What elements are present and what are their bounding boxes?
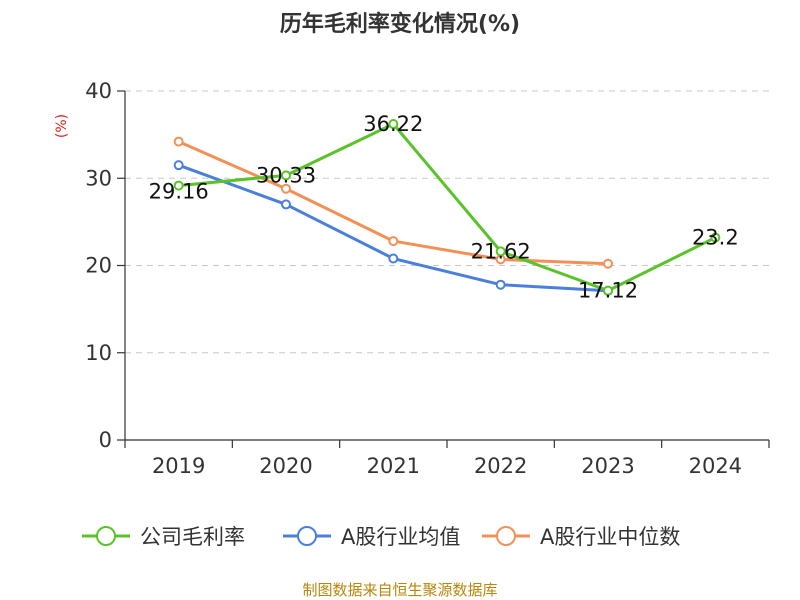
data-point[interactable]	[495, 246, 506, 257]
legend-marker-icon	[297, 526, 317, 546]
x-tick-label: 2022	[474, 454, 527, 478]
legend-marker-icon	[96, 526, 116, 546]
legend-marker-icon	[496, 526, 516, 546]
legend-label: A股行业中位数	[540, 525, 680, 549]
data-point[interactable]	[281, 170, 291, 181]
data-label: 36.22	[363, 112, 423, 136]
data-labels: 29.16 30.33 36.22 21.62 17.12 23.2	[149, 112, 739, 303]
x-tick-labels: 2019 2020 2021 2022 2023 2024	[152, 454, 742, 478]
y-tick-label: 40	[85, 79, 112, 103]
data-point[interactable]	[388, 236, 399, 247]
data-point[interactable]	[710, 232, 721, 243]
x-tick-label: 2023	[581, 454, 634, 478]
chart-title: 历年毛利率变化情况(%)	[280, 11, 520, 37]
data-point[interactable]	[495, 279, 506, 290]
x-tick-label: 2024	[689, 454, 742, 478]
legend-item[interactable]: A股行业中位数	[482, 525, 680, 549]
data-point[interactable]	[281, 199, 291, 210]
y-tick-label: 20	[85, 254, 112, 278]
data-point[interactable]	[173, 180, 184, 191]
source-note: 制图数据来自恒生聚源数据库	[302, 581, 497, 599]
series-points	[173, 118, 721, 296]
data-point[interactable]	[173, 136, 184, 147]
x-tick-label: 2020	[259, 454, 312, 478]
data-point[interactable]	[173, 160, 184, 171]
x-tick-label: 2019	[152, 454, 205, 478]
y-axis-label: (%)	[54, 114, 70, 138]
legend-label: A股行业均值	[341, 525, 460, 549]
y-tick-label: 0	[99, 428, 112, 452]
legend-item[interactable]: A股行业均值	[283, 525, 460, 549]
series-line-1	[178, 163, 609, 293]
legend-item[interactable]: 公司毛利率	[82, 525, 245, 549]
data-label: 29.16	[149, 180, 209, 204]
data-label: 30.33	[256, 163, 316, 187]
y-tick-label: 30	[85, 166, 112, 190]
data-point[interactable]	[603, 258, 613, 269]
data-label: 21.62	[471, 239, 531, 263]
axes	[117, 90, 770, 448]
data-label: 17.12	[578, 279, 638, 303]
series-line-0	[178, 122, 716, 293]
y-tick-labels: 0 10 20 30 40	[85, 79, 112, 452]
legend[interactable]: 公司毛利率 A股行业均值 A股行业中位数	[82, 525, 680, 549]
gridlines	[125, 90, 769, 354]
legend-label: 公司毛利率	[140, 525, 245, 549]
data-point[interactable]	[388, 118, 399, 129]
data-label: 23.2	[692, 226, 739, 250]
data-point[interactable]	[388, 253, 399, 264]
data-point[interactable]	[281, 183, 291, 194]
data-point[interactable]	[603, 285, 613, 296]
x-tick-label: 2021	[367, 454, 420, 478]
y-tick-label: 10	[85, 341, 112, 365]
